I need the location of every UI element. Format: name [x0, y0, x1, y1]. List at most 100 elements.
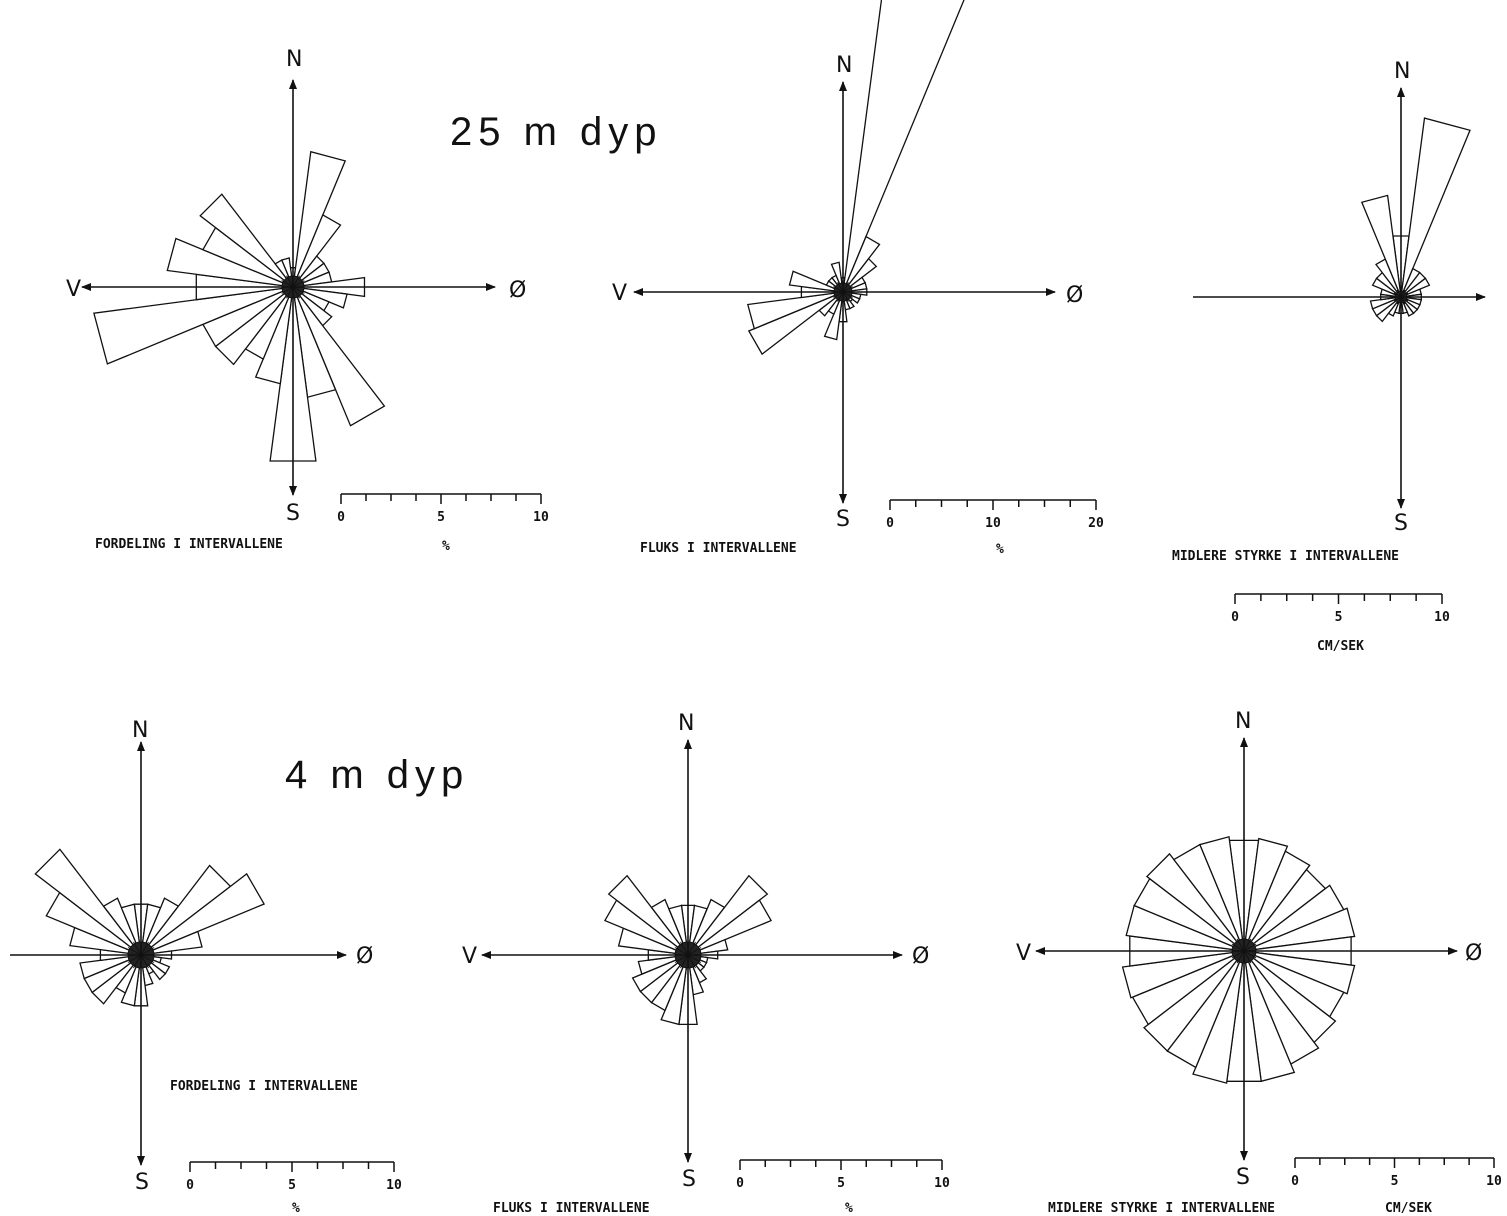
rose-chart-25m-distribution: 0 5 10 N S V Ø FORDELING I INTERVALLENE %	[66, 47, 549, 554]
hub-spoke	[292, 280, 305, 288]
heading-4m: 4 m dyp	[285, 753, 469, 797]
hub-spoke	[127, 954, 142, 963]
compass-w-label: V	[462, 944, 477, 969]
scale-tick-label: 0	[1231, 610, 1239, 625]
compass-s-label: S	[286, 501, 300, 526]
compass-e-label: Ø	[509, 278, 526, 303]
rose-sector-255	[93, 286, 294, 365]
hub-spoke	[833, 286, 844, 293]
compass-s-label: S	[836, 507, 850, 532]
heading-25m: 25 m dyp	[450, 110, 663, 154]
hub-spoke	[286, 286, 294, 299]
rose-chart-25m-flux: 0 10 20 N S V Ø FLUKS I INTERVALLENE %	[612, 0, 1104, 557]
hub-spoke	[842, 291, 849, 302]
hub-spoke	[281, 280, 294, 288]
hub-spoke	[133, 941, 142, 956]
compass-n-label: N	[678, 711, 694, 736]
hub-spoke	[292, 286, 300, 299]
scale-bar: 0 5 10	[186, 1161, 402, 1193]
scale-tick-label: 0	[186, 1178, 194, 1193]
compass-s-label: S	[1236, 1165, 1250, 1190]
hub-spoke	[286, 275, 294, 288]
hub-spoke	[281, 286, 294, 294]
scale-unit: %	[442, 539, 450, 554]
hub-spoke	[687, 947, 702, 956]
hub-spoke	[1243, 938, 1252, 952]
hub-spoke	[292, 275, 300, 288]
hub-spoke	[133, 954, 142, 969]
scale-tick-label: 5	[437, 510, 445, 525]
compass-n-label: N	[1235, 709, 1251, 734]
scale-tick-label: 10	[1486, 1174, 1502, 1189]
scale-tick-label: 0	[886, 516, 894, 531]
caption: MIDLERE STYRKE I INTERVALLENE	[1048, 1201, 1275, 1216]
hub-spoke	[140, 947, 155, 956]
hub-spoke	[680, 954, 689, 969]
hub-spoke	[687, 954, 696, 969]
rose-sector-60	[140, 872, 266, 956]
scale-tick-label: 20	[1088, 516, 1104, 531]
rose-sector-315	[34, 848, 142, 956]
hub-spoke	[837, 282, 844, 293]
caption: MIDLERE STYRKE I INTERVALLENE	[1172, 549, 1399, 564]
hub-spoke	[140, 954, 149, 969]
compass-s-label: S	[135, 1170, 149, 1195]
scale-tick-label: 10	[1434, 610, 1450, 625]
hub-spoke	[842, 282, 849, 293]
scale-unit: %	[292, 1201, 300, 1216]
hub-spoke	[1236, 938, 1245, 952]
compass-s-label: S	[1394, 511, 1408, 536]
scale-unit: CM/SEK	[1317, 639, 1364, 654]
compass-w-label: V	[66, 277, 81, 302]
hub-spoke	[1231, 950, 1245, 959]
scale-tick-label: 0	[1291, 1174, 1299, 1189]
scale-tick-label: 5	[288, 1178, 296, 1193]
rose-chart-4m-mean-speed: 0 5 10 N S V Ø MIDLERE STYRKE I INTERVALLE…	[1016, 709, 1502, 1216]
compass-w-label: V	[1016, 941, 1031, 966]
scale-unit: %	[996, 542, 1004, 557]
hub-spoke	[687, 941, 696, 956]
compass-w-label: V	[612, 281, 627, 306]
rose-sector-315	[199, 193, 294, 288]
scale-tick-label: 10	[386, 1178, 402, 1193]
hub-spoke	[1236, 950, 1245, 964]
scale-tick-label: 5	[837, 1176, 845, 1191]
hub-spoke	[140, 941, 149, 956]
caption: FLUKS I INTERVALLENE	[493, 1201, 650, 1216]
rose-chart-4m-distribution: 0 5 10 N S Ø FORDELING I INTERVALLENE %	[10, 718, 402, 1216]
compass-n-label: N	[836, 53, 852, 78]
compass-e-label: Ø	[912, 944, 929, 969]
hub-spoke	[674, 947, 689, 956]
compass-e-label: Ø	[356, 944, 373, 969]
hub-spoke	[292, 286, 305, 294]
hub-spoke	[674, 954, 689, 963]
hub-spoke	[837, 291, 844, 302]
rose-sector-345	[1360, 194, 1402, 298]
compass-e-label: Ø	[1066, 283, 1083, 308]
scale-tick-label: 10	[934, 1176, 950, 1191]
caption: FLUKS I INTERVALLENE	[640, 541, 797, 556]
scale-tick-label: 0	[337, 510, 345, 525]
scale-bar: 0 5 10	[1231, 593, 1450, 625]
scale-tick-label: 5	[1391, 1174, 1399, 1189]
scale-tick-label: 0	[736, 1176, 744, 1191]
compass-n-label: N	[1394, 59, 1410, 84]
scale-tick-label: 10	[533, 510, 549, 525]
compass-s-label: S	[682, 1167, 696, 1192]
rose-sector-255	[746, 291, 844, 330]
scale-tick-label: 5	[1335, 610, 1343, 625]
scale-bar: 0 5 10	[736, 1159, 950, 1191]
hub-spoke	[127, 947, 142, 956]
scale-bar: 0 5 10	[337, 493, 549, 525]
hub-spoke	[833, 291, 844, 298]
rose-sector-15	[842, 0, 965, 293]
rose-sector-345	[120, 903, 142, 956]
rose-chart-4m-flux: 0 5 10 N S V Ø FLUKS I INTERVALLENE %	[462, 711, 950, 1216]
caption: FORDELING I INTERVALLENE	[95, 537, 283, 552]
hub-spoke	[1243, 943, 1257, 952]
compass-e-label: Ø	[1465, 941, 1482, 966]
scale-unit: CM/SEK	[1385, 1201, 1432, 1216]
